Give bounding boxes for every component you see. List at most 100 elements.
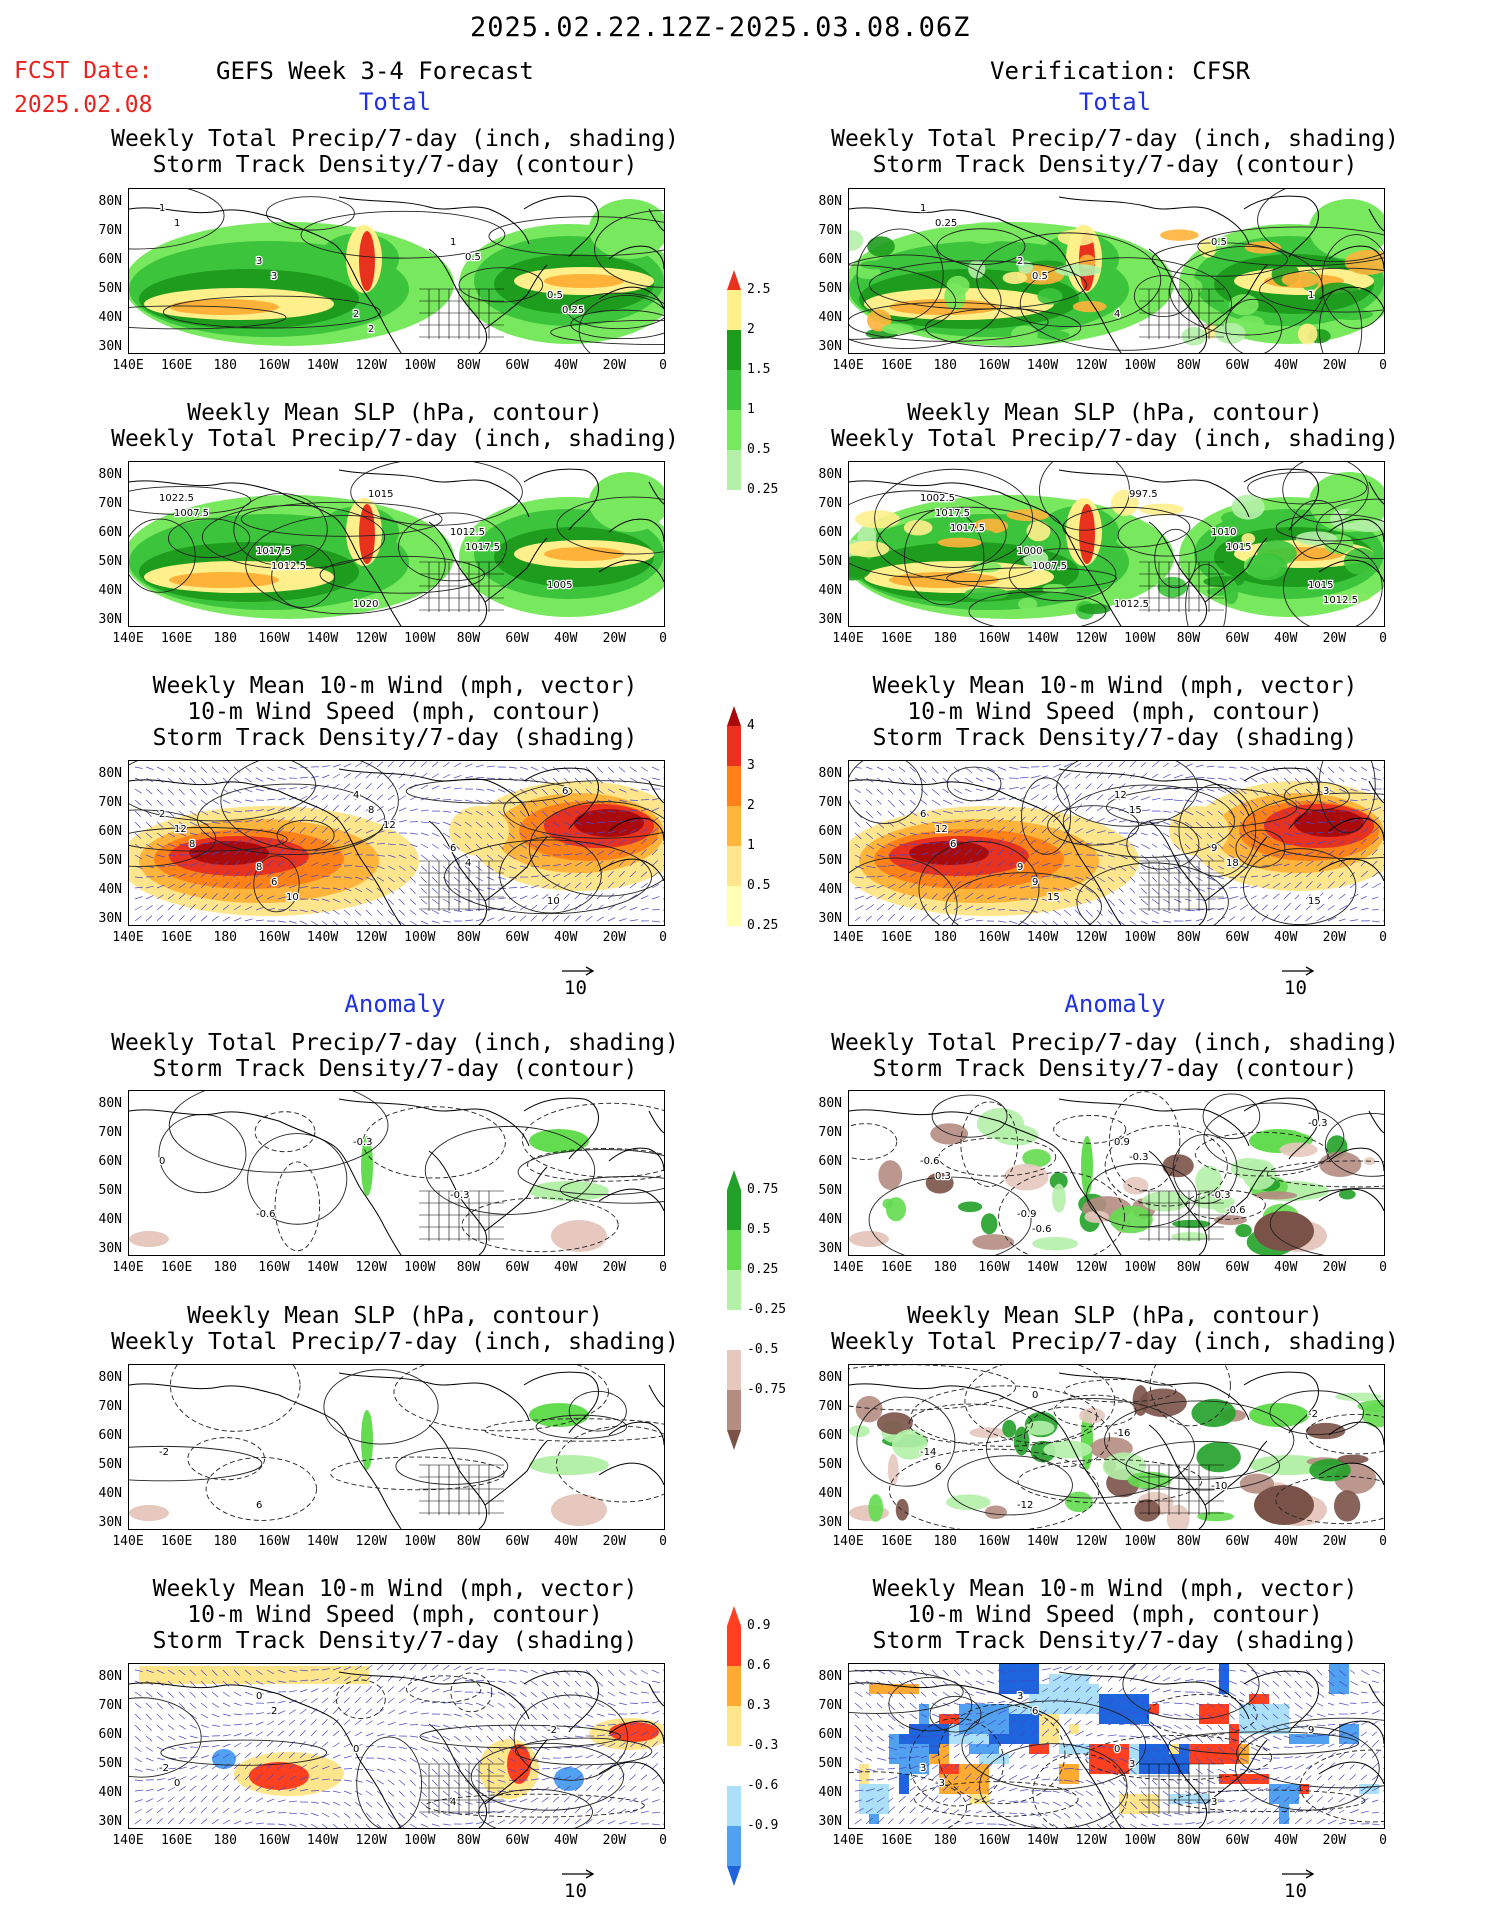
lon-tick-label: 20W [602, 1833, 627, 1848]
contour-label: 4 [1114, 309, 1120, 320]
lat-tick-label: 30N [818, 1515, 842, 1530]
map-panel-ver-total-slp: 1002.5 1000 1012.5 1010 1015 1017.5 1007.5 997.… [848, 461, 1385, 627]
panel-title-line: Weekly Mean SLP (hPa, contour) [187, 1303, 603, 1329]
contour-label: 6 [450, 843, 456, 854]
lon-tick-label: 160W [978, 1833, 1010, 1848]
verification-title: Verification: CFSR [990, 57, 1251, 85]
lon-tick-label: 60W [505, 1833, 529, 1848]
contour-label: -16 [1114, 1428, 1130, 1439]
lon-tick-label: 140E [832, 358, 864, 373]
map-plot: 0 -0.6 -0.3 -0.3 [129, 1091, 664, 1255]
lat-tick-label: 50N [818, 554, 842, 569]
lat-tick-label: 40N [818, 583, 842, 598]
colorbar-tick-label: 0.75 [747, 1182, 779, 1197]
panel-title-line: Storm Track Density/7-day (shading) [152, 1628, 638, 1654]
lon-tick-label: 140W [306, 1534, 339, 1549]
contour-label: 12 [1114, 790, 1127, 801]
panel-title-line: Storm Track Density/7-day (contour) [152, 152, 638, 178]
lon-tick-label: 20W [602, 1260, 627, 1275]
contour-label: 1007.5 [174, 508, 209, 519]
colorbar-tick-label: 1 [747, 402, 755, 417]
lon-tick-label: 40W [553, 930, 578, 945]
lon-tick-label: 120W [1075, 631, 1107, 646]
map-plot: 1002.5 1000 1012.5 1010 1015 1017.5 1007.5 997.… [849, 462, 1384, 626]
contour-label: 0 [1032, 1390, 1038, 1401]
map-plot: 1022.5 1017.5 1020 1012.5 1005 1007.5 1012.5 10… [129, 462, 664, 626]
colorbar-tick-label: 0.5 [747, 1222, 771, 1237]
contour-label: -0.9 [1017, 1209, 1037, 1220]
lon-tick-label: 160E [160, 1534, 193, 1549]
panel-title-line: Storm Track Density/7-day (contour) [872, 1056, 1358, 1082]
lat-tick-label: 80N [818, 467, 842, 482]
lon-tick-label: 120W [1075, 1833, 1107, 1848]
colorbar-tick-label: 3 [747, 758, 755, 773]
lon-tick-label: 180 [213, 930, 237, 945]
lat-tick-label: 40N [98, 882, 122, 897]
lat-tick-label: 40N [98, 1486, 122, 1501]
lat-tick-label: 80N [818, 1370, 842, 1385]
lon-tick-label: 160E [160, 358, 193, 373]
colorbar-tick-label: -0.3 [747, 1738, 779, 1753]
contour-label: 1 [920, 203, 926, 214]
contour-label: 0.5 [547, 290, 563, 301]
lon-tick-label: 140E [112, 930, 144, 945]
lat-tick-label: 40N [818, 882, 842, 897]
contour-label: 997.5 [1129, 489, 1158, 500]
lon-tick-label: 140E [832, 1534, 864, 1549]
lon-tick-label: 80W [456, 930, 481, 945]
arrow-right-icon [1282, 1869, 1315, 1879]
lon-tick-label: 0 [1379, 1833, 1387, 1848]
lon-tick-label: 160W [978, 930, 1010, 945]
lon-tick-label: 120W [355, 1833, 387, 1848]
contour-label: 12 [935, 824, 948, 835]
panel-title-line: Weekly Mean SLP (hPa, contour) [907, 1303, 1323, 1329]
lon-tick-label: 80W [1176, 930, 1201, 945]
contour-label: -0.3 [353, 1137, 373, 1148]
map-plot: 1 3 2 1 0.5 1 3 2 0.5 0.25 [129, 189, 664, 353]
lon-tick-label: 140W [306, 1833, 339, 1848]
lat-tick-label: 70N [818, 1698, 842, 1713]
lon-tick-label: 40W [553, 358, 578, 373]
lon-tick-label: 0 [659, 358, 667, 373]
contour-label: -3 [935, 1778, 945, 1789]
vector-ref-ver-anom: 10 [1280, 1868, 1316, 1902]
lon-tick-label: 180 [213, 358, 237, 373]
lat-tick-label: 30N [818, 1241, 842, 1256]
lat-tick-label: 80N [98, 1370, 122, 1385]
lon-tick-label: 20W [1322, 930, 1347, 945]
lon-tick-label: 0 [659, 631, 667, 646]
panel-title-line: Storm Track Density/7-day (shading) [872, 1628, 1358, 1654]
contour-label: 1005 [547, 580, 572, 591]
lon-tick-label: 180 [933, 1534, 957, 1549]
contour-label: 0.25 [935, 218, 957, 229]
lon-tick-label: 40W [1273, 358, 1298, 373]
lat-tick-label: 40N [818, 1212, 842, 1227]
panel-title-line: 10-m Wind Speed (mph, contour) [187, 1602, 603, 1628]
lat-tick-label: 60N [818, 1154, 842, 1169]
lon-tick-label: 140W [306, 358, 339, 373]
contour-label: 6 [935, 1462, 941, 1473]
lon-tick-label: 40W [553, 1833, 578, 1848]
lon-tick-label: 140W [1026, 930, 1059, 945]
lat-tick-label: 70N [818, 496, 842, 511]
contour-label: 4 [450, 1797, 456, 1808]
contour-label: 3 [920, 1763, 926, 1774]
colorbar-tick-label: -0.6 [747, 1778, 779, 1793]
contour-label: -0.3 [1308, 1118, 1328, 1129]
map-panel-ver-anom-slp: -14 -12 -16 -10 -2 6 0 [848, 1364, 1385, 1530]
lon-tick-label: 140E [112, 1833, 144, 1848]
lon-tick-label: 40W [1273, 930, 1298, 945]
lon-tick-label: 0 [1379, 358, 1387, 373]
section-total-left: Total [358, 88, 432, 116]
lon-tick-label: 180 [933, 930, 957, 945]
lon-tick-label: 0 [1379, 1534, 1387, 1549]
contour-label: -14 [920, 1447, 936, 1458]
panel-title-line: Storm Track Density/7-day (contour) [152, 1056, 638, 1082]
lon-tick-label: 140W [1026, 1260, 1059, 1275]
contour-label: 3 [1017, 1691, 1023, 1702]
lon-tick-label: 120W [355, 1534, 387, 1549]
lon-tick-label: 160W [258, 1833, 290, 1848]
contour-label: 0.5 [1211, 237, 1227, 248]
contour-label: 1012.5 [450, 527, 485, 538]
